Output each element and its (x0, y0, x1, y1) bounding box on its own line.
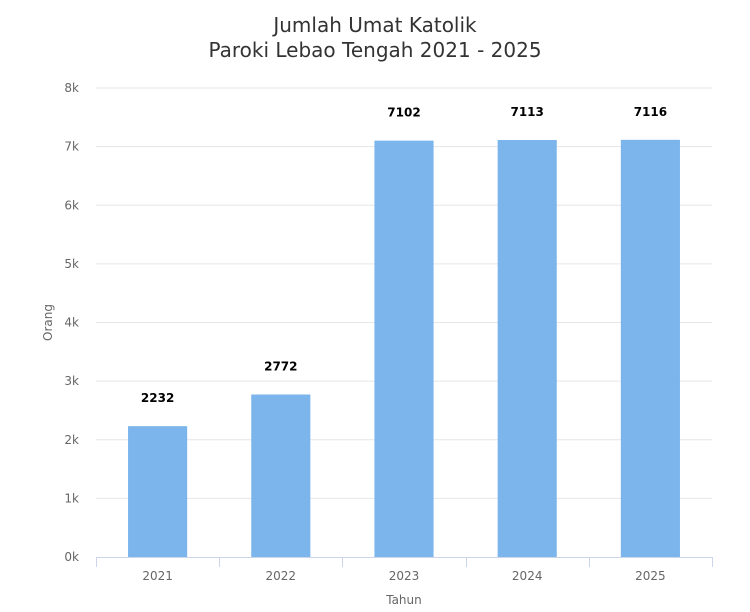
y-tick-label: 8k (64, 81, 79, 95)
y-tick-label: 7k (64, 140, 79, 154)
data-label-2021: 2232 (141, 391, 174, 405)
x-tick-label-2022: 2022 (266, 569, 297, 583)
data-labels: 2232 2772 7102 7113 7116 (141, 105, 667, 405)
bar-2024[interactable] (497, 140, 557, 558)
chart-title: Jumlah Umat Katolik Paroki Lebao Tengah … (208, 13, 541, 62)
bar-2022[interactable] (251, 394, 311, 557)
y-axis-ticks: 0k 1k 2k 3k 4k 5k 6k 7k 8k (64, 81, 79, 564)
bar-2021[interactable] (128, 426, 188, 557)
data-label-2024: 7113 (510, 105, 543, 119)
chart-title-line-1: Jumlah Umat Katolik (271, 13, 477, 37)
bars (128, 139, 680, 558)
y-tick-label: 4k (64, 316, 79, 330)
bar-2025[interactable] (620, 139, 680, 557)
y-tick-label: 1k (64, 491, 79, 505)
x-tick-label-2023: 2023 (389, 569, 420, 583)
y-tick-label: 2k (64, 433, 79, 447)
data-label-2022: 2772 (264, 359, 297, 373)
y-tick-label: 5k (64, 257, 79, 271)
x-tick-label-2025: 2025 (635, 569, 666, 583)
chart-title-line-2: Paroki Lebao Tengah 2021 - 2025 (208, 38, 541, 62)
data-label-2025: 7116 (634, 105, 667, 119)
data-label-2023: 7102 (387, 106, 420, 120)
y-axis-title: Orang (41, 304, 55, 341)
x-axis: 2021 2022 2023 2024 2025 (96, 557, 713, 583)
x-tick-label-2024: 2024 (512, 569, 543, 583)
y-tick-label: 6k (64, 198, 79, 212)
bar-2023[interactable] (374, 140, 434, 557)
x-axis-title: Tahun (385, 593, 422, 607)
x-tick-label-2021: 2021 (142, 569, 173, 583)
y-tick-label: 0k (64, 550, 79, 564)
y-tick-label: 3k (64, 374, 79, 388)
